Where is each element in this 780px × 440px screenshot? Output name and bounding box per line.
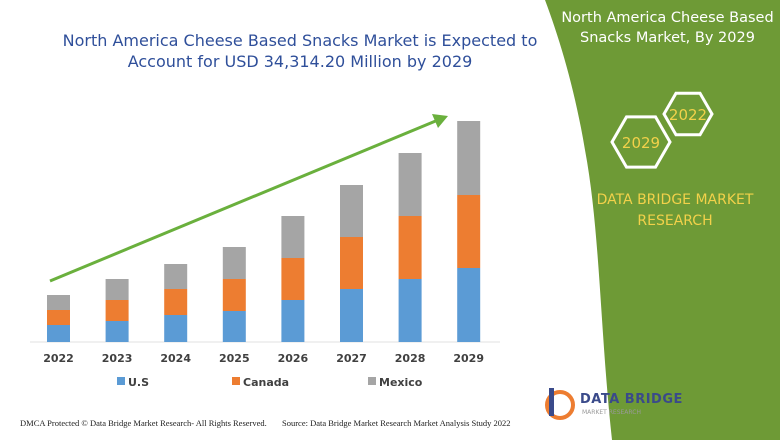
bar-canada-2027 [340, 237, 363, 289]
footer-copyright: DMCA Protected © Data Bridge Market Rese… [20, 418, 267, 428]
legend-label: U.S [128, 376, 149, 389]
year-2022-label: 2022 [669, 106, 707, 124]
year-2022-hexagon [662, 91, 714, 137]
brand-text: DATA BRIDGE MARKET RESEARCH [596, 192, 754, 229]
logo-subtext: MARKET RESEARCH [582, 409, 641, 416]
x-tick-label: 2025 [219, 352, 250, 365]
bar-canada-2025 [222, 279, 246, 311]
bar-mexico-2025 [222, 247, 246, 279]
hexagons: 2022 2029 [610, 91, 714, 169]
bar-mexico-2027 [340, 185, 363, 237]
legend-swatch [368, 377, 376, 385]
bar-canada-2028 [398, 216, 422, 279]
bar-canada-2023 [105, 300, 129, 321]
bar-us-2028 [398, 279, 422, 342]
logo-icon [545, 388, 575, 420]
bar-us-2025 [222, 311, 246, 342]
legend-swatch [117, 377, 125, 385]
bar-canada-2029 [457, 195, 481, 268]
bar-canada-2024 [164, 289, 188, 315]
bar-mexico-2026 [281, 216, 305, 258]
bar-mexico-2023 [105, 279, 129, 300]
bar-canada-2026 [281, 258, 305, 300]
footer-source: Source: Data Bridge Market Research Mark… [282, 418, 511, 428]
bar-us-2029 [457, 268, 481, 342]
legend-label: Canada [243, 376, 289, 389]
chart-title: North America Cheese Based Snacks Market… [62, 31, 538, 71]
year-2029-hexagon [610, 115, 672, 169]
bar-mexico-2028 [398, 153, 422, 216]
x-tick-label: 2024 [160, 352, 191, 365]
bar-canada-2022 [47, 310, 70, 325]
green-panel [545, 0, 780, 440]
bar-us-2026 [281, 300, 305, 342]
legend-label: Mexico [379, 376, 423, 389]
bar-mexico-2024 [164, 264, 188, 289]
x-tick-label: 2028 [395, 352, 426, 365]
x-tick-label: 2023 [102, 352, 133, 365]
trend-arrow [49, 118, 439, 283]
legend-swatch [232, 377, 240, 385]
bar-us-2027 [340, 289, 363, 342]
x-tick-label: 2026 [278, 352, 309, 365]
trend-arrowhead [432, 114, 448, 128]
x-tick-label: 2029 [453, 352, 484, 365]
bar-us-2022 [47, 325, 70, 342]
x-tick-label: 2022 [43, 352, 74, 365]
bar-us-2023 [105, 321, 129, 342]
bar-mexico-2022 [47, 295, 70, 310]
bar-mexico-2029 [457, 121, 481, 195]
bar-chart: 2022 2023 2024 2025 2026 2027 2028 2029 U.S Canad… [30, 114, 500, 389]
panel-title: North America Cheese Based Snacks Market,… [561, 10, 774, 46]
logo-text: DATA BRIDGE [580, 392, 683, 407]
x-tick-label: 2027 [336, 352, 367, 365]
bar-us-2024 [164, 315, 188, 342]
year-2029-label: 2029 [622, 134, 660, 152]
